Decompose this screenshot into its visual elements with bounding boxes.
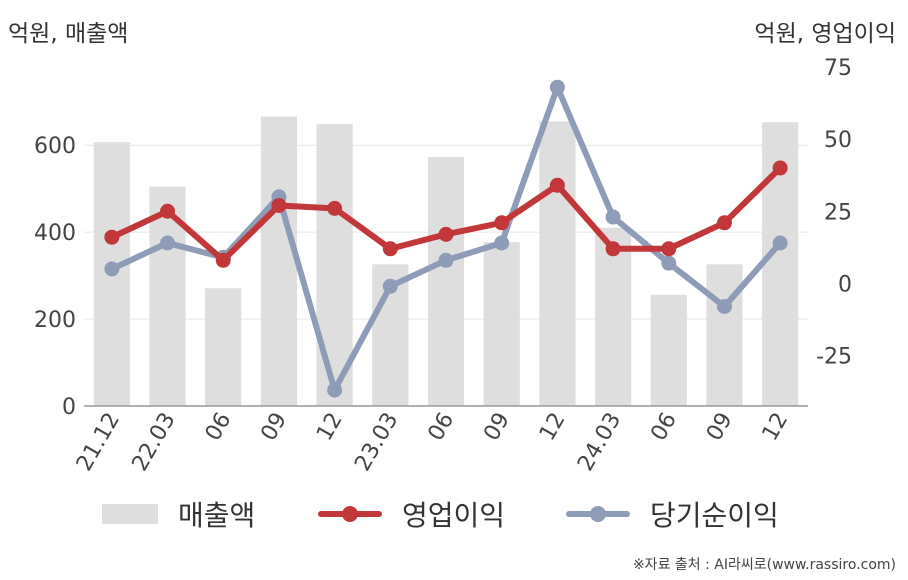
right-axis-unit-label: 억원, 영업이익 — [754, 21, 896, 47]
legend-swatch-net-income — [566, 504, 630, 524]
x-tick-label: 22.03 — [128, 409, 181, 476]
legend-label-operating-profit: 영업이익 — [402, 499, 506, 532]
y-right-tick-label: 75 — [824, 56, 852, 81]
point-operating-profit — [382, 241, 398, 257]
point-net-income — [104, 261, 120, 277]
legend-label-net-income: 당기순이익 — [650, 499, 779, 532]
x-tick-label: 09 — [479, 409, 515, 446]
bar-revenue — [539, 121, 576, 407]
x-tick-label: 06 — [424, 409, 460, 446]
source-note: ※자료 출처 : AI라씨로(www.rassiro.com) — [632, 557, 896, 573]
y-left-tick-label: 0 — [62, 395, 76, 420]
legend-swatch-operating-profit — [318, 504, 382, 524]
x-tick-label: 12 — [758, 409, 794, 446]
point-operating-profit — [215, 252, 231, 268]
point-operating-profit — [104, 229, 120, 245]
legend-swatch-revenue — [102, 504, 158, 524]
point-operating-profit — [327, 200, 343, 216]
chart-legend: 매출액 영업이익 당기순이익 — [0, 494, 908, 534]
legend-item-revenue: 매출액 — [102, 494, 255, 534]
point-net-income — [160, 235, 176, 251]
point-net-income — [494, 235, 510, 251]
point-operating-profit — [494, 215, 510, 231]
left-axis-unit-label: 억원, 매출액 — [8, 21, 129, 47]
point-net-income — [549, 79, 565, 95]
y-right-tick-label: 0 — [838, 272, 852, 297]
x-tick-label: 12 — [312, 409, 348, 446]
bar-revenue — [594, 227, 632, 406]
y-left-tick-label: 600 — [34, 134, 76, 159]
x-tick-label: 09 — [702, 409, 738, 446]
bar-revenue — [427, 156, 465, 406]
bar-revenue — [706, 264, 743, 406]
y-right-tick-label: -25 — [816, 345, 852, 370]
x-tick-label: 23.03 — [350, 409, 403, 476]
point-operating-profit — [438, 226, 454, 242]
point-operating-profit — [271, 197, 287, 213]
bar-revenue — [483, 242, 520, 406]
legend-item-net-income: 당기순이익 — [566, 494, 779, 534]
x-tick-label: 12 — [535, 409, 571, 446]
x-tick-label: 21.12 — [72, 409, 125, 476]
point-net-income — [716, 298, 732, 314]
y-left-tick-label: 200 — [34, 308, 76, 333]
y-left-tick-label: 400 — [34, 221, 76, 246]
point-net-income — [661, 255, 677, 271]
point-net-income — [438, 252, 454, 268]
legend-item-operating-profit: 영업이익 — [318, 494, 505, 534]
point-net-income — [605, 209, 621, 225]
point-operating-profit — [549, 177, 565, 193]
point-net-income — [327, 382, 343, 398]
point-net-income — [772, 235, 788, 251]
x-tick-label: 06 — [646, 409, 682, 446]
point-operating-profit — [605, 241, 621, 257]
x-tick-label: 06 — [201, 409, 237, 446]
x-tick-label: 24.03 — [573, 409, 626, 476]
legend-label-revenue: 매출액 — [178, 499, 256, 532]
x-tick-label: 09 — [256, 409, 292, 446]
point-operating-profit — [772, 160, 788, 176]
point-operating-profit — [160, 203, 176, 219]
point-net-income — [382, 278, 398, 294]
point-operating-profit — [661, 241, 677, 257]
bar-revenue — [205, 288, 242, 406]
bar-revenue — [260, 116, 298, 407]
y-right-tick-label: 25 — [824, 200, 852, 225]
point-operating-profit — [716, 215, 732, 231]
bar-revenue — [650, 294, 687, 406]
y-right-tick-label: 50 — [824, 128, 852, 153]
